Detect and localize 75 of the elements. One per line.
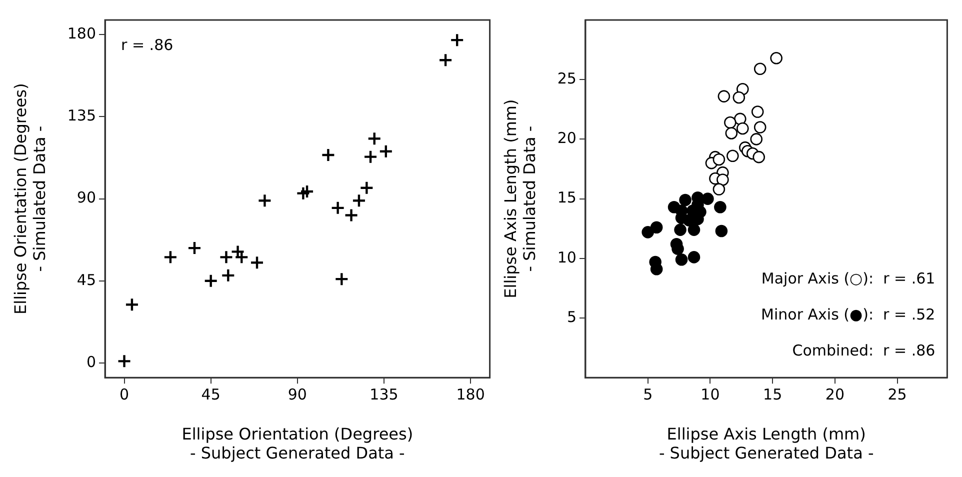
y-tick-label: 45	[76, 270, 96, 289]
y-tick-label: 20	[557, 129, 576, 148]
point	[732, 91, 746, 104]
x-tick-label: 45	[201, 385, 220, 404]
point	[714, 200, 726, 214]
y-tick-label: 15	[557, 188, 576, 207]
point	[642, 226, 654, 238]
point	[688, 224, 700, 236]
point	[352, 194, 366, 208]
annotation: Major Axis (○): r = .61	[761, 269, 936, 288]
x-tick-label: 15	[763, 385, 782, 404]
y-tick-label: 135	[67, 106, 96, 125]
y-tick-label: 25	[557, 69, 576, 88]
point	[330, 200, 345, 216]
x-axis-title: Ellipse Orientation (Degrees) - Subject Generated Data -	[182, 424, 414, 463]
point	[724, 116, 736, 129]
x-tick-label: 135	[370, 385, 398, 404]
point	[650, 221, 663, 234]
point	[754, 121, 766, 134]
x-tick-label: 25	[888, 385, 907, 404]
point	[334, 272, 349, 286]
point	[716, 174, 729, 186]
x-tick-label: 0	[119, 385, 130, 404]
point	[117, 354, 132, 368]
point	[258, 194, 272, 208]
point	[124, 298, 140, 312]
point	[750, 133, 763, 146]
point	[675, 253, 688, 266]
y-axis-title: Ellipse Axis Length (mm) - Simulated Data -	[500, 99, 539, 298]
y-tick-label: 10	[557, 248, 576, 266]
point	[187, 240, 202, 256]
point	[736, 122, 749, 135]
y-tick-label: 5	[566, 308, 576, 326]
x-tick-label: 180	[456, 385, 485, 404]
annotation: Combined: r = .86	[792, 341, 936, 360]
point	[674, 224, 686, 236]
point	[688, 251, 700, 264]
point	[221, 268, 236, 283]
x-axis-title: Ellipse Axis Length (mm) - Subject Generated Data -	[658, 424, 874, 463]
point	[715, 224, 728, 238]
point	[363, 150, 378, 164]
point	[726, 150, 739, 162]
point	[300, 184, 314, 199]
point	[770, 52, 782, 64]
annotation: Minor Axis (●): r = .52	[761, 305, 936, 324]
y-axis-title: Ellipse Orientation (Degrees) - Simulated Data -	[10, 83, 49, 314]
y-tick-label: 180	[67, 24, 96, 42]
point	[378, 144, 394, 158]
x-tick-label: 90	[288, 385, 307, 404]
point	[296, 186, 310, 200]
point	[219, 250, 234, 264]
x-tick-label: 20	[825, 385, 844, 404]
point	[702, 192, 714, 205]
point	[367, 131, 382, 146]
point	[679, 194, 692, 206]
point	[725, 127, 738, 140]
y-tick-label: 0	[86, 352, 96, 371]
point	[754, 62, 766, 76]
x-tick-label: 10	[700, 385, 720, 404]
point	[712, 183, 726, 196]
point	[321, 148, 336, 162]
point	[163, 250, 178, 264]
point	[752, 150, 766, 164]
point	[450, 32, 464, 48]
point	[438, 53, 453, 68]
point	[250, 256, 264, 270]
x-tick-label: 5	[643, 385, 653, 404]
point	[751, 106, 764, 118]
point	[718, 90, 730, 102]
point	[360, 180, 374, 195]
point	[344, 208, 358, 222]
point	[204, 274, 218, 288]
point	[712, 153, 726, 166]
annotation: r = .86	[121, 36, 174, 54]
y-tick-label: 90	[76, 188, 96, 207]
